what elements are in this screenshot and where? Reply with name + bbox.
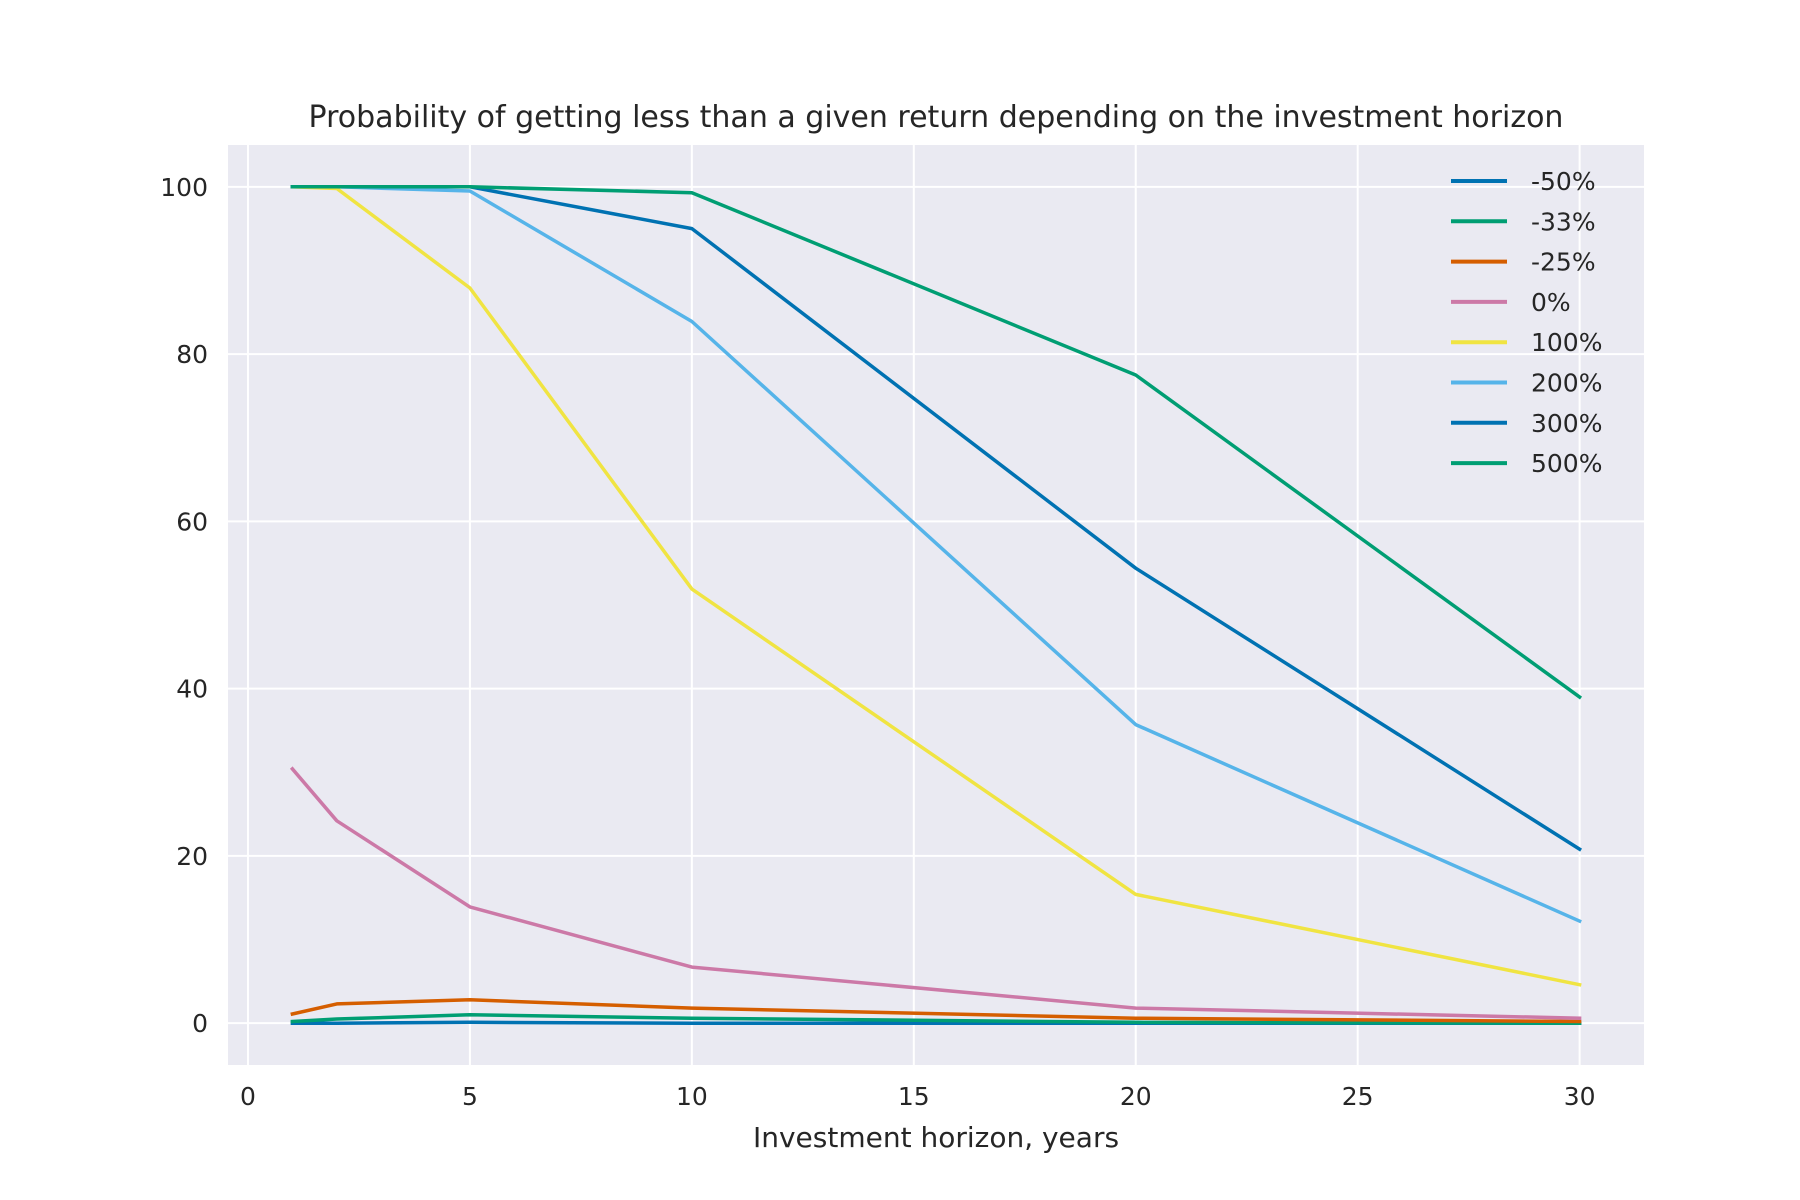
chart-title: Probability of getting less than a given…: [309, 100, 1564, 135]
legend: -50% -33% -25% 0% 100% 200% 300% 500%: [1451, 167, 1602, 478]
axis-ticks: 0 5 10 15 20 25 30 0 20 40 60 80 100: [160, 173, 1595, 1111]
x-tick-label: 20: [1120, 1082, 1152, 1111]
x-tick-label: 25: [1342, 1082, 1374, 1111]
x-tick-label: 15: [898, 1082, 930, 1111]
legend-label: 100%: [1531, 328, 1602, 357]
series-line--25%: [290, 998, 1582, 1024]
grid-lines: [228, 145, 1644, 1065]
x-axis-label: Investment horizon, years: [753, 1121, 1119, 1154]
plot-area: [228, 145, 1644, 1065]
y-tick-label: 80: [176, 340, 208, 369]
legend-label: 500%: [1531, 449, 1602, 478]
legend-label: -25%: [1531, 248, 1596, 277]
x-tick-label: 30: [1564, 1082, 1596, 1111]
legend-label: 300%: [1531, 409, 1602, 438]
y-tick-label: 100: [160, 173, 208, 202]
legend-label: 0%: [1531, 288, 1571, 317]
legend-label: 200%: [1531, 369, 1602, 398]
y-tick-label: 60: [176, 507, 208, 536]
series-line--33%: [290, 1013, 1582, 1025]
x-tick-label: 10: [676, 1082, 708, 1111]
series-lines: [289, 184, 1583, 1025]
legend-label: -33%: [1531, 207, 1596, 236]
legend-label: -50%: [1531, 167, 1596, 196]
y-tick-label: 0: [192, 1009, 208, 1038]
y-tick-label: 40: [176, 675, 208, 704]
series-line-0%: [289, 766, 1582, 1020]
y-tick-label: 20: [176, 842, 208, 871]
series-line-500%: [290, 185, 1583, 700]
x-tick-label: 5: [462, 1082, 478, 1111]
x-tick-label: 0: [240, 1082, 256, 1111]
